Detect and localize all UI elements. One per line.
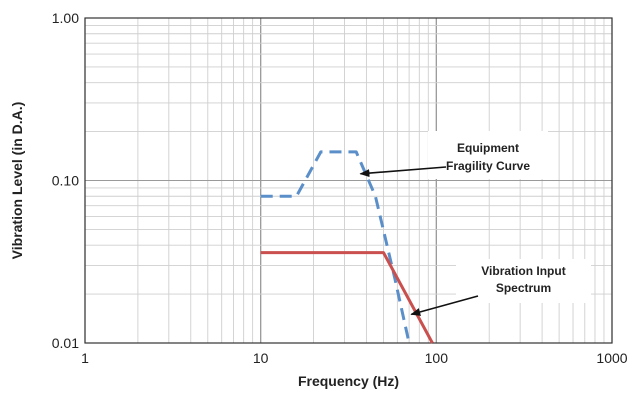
annotation-label-line-1: Vibration Input	[481, 264, 565, 278]
x-tick-label: 100	[425, 350, 449, 366]
annotation-box	[456, 259, 591, 303]
y-tick-label: 0.10	[52, 173, 79, 189]
y-axis-title: Vibration Level (in D.A.)	[9, 102, 25, 260]
annotations: Equipment Fragility Curve Vibration Input S…	[359, 131, 591, 316]
x-axis-title: Frequency (Hz)	[298, 373, 399, 389]
y-tick-label: 0.01	[52, 335, 79, 351]
annotation-label-line-1: Equipment	[457, 141, 519, 155]
x-tick-label: 1000	[596, 350, 627, 366]
annotation-box	[428, 131, 548, 179]
plot-frame	[84, 17, 613, 344]
tick-labels: 1 10 100 1000 0.01 0.10 1.00	[52, 10, 628, 366]
annotation-arrow	[359, 166, 447, 178]
annotation-label-line-2: Fragility Curve	[446, 159, 530, 173]
annotation-label-line-2: Spectrum	[496, 281, 551, 295]
y-tick-label: 1.00	[52, 10, 79, 26]
annotation-arrow	[410, 295, 479, 316]
fragility-curve-line	[260, 150, 411, 344]
x-tick-label: 1	[81, 350, 89, 366]
x-tick-label: 10	[253, 350, 269, 366]
